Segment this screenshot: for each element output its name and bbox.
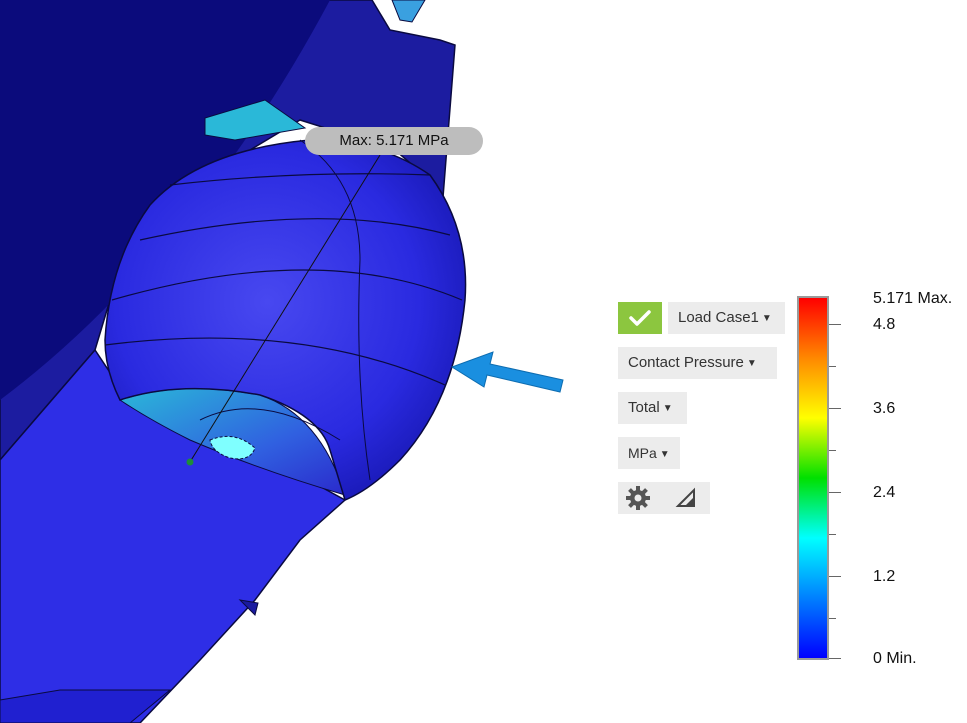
legend-tick (829, 408, 841, 409)
legend-tick (829, 618, 836, 619)
probe-tool-button[interactable] (670, 482, 702, 514)
load-direction-arrow (450, 351, 564, 393)
result-tools-strip (618, 482, 710, 514)
ball-seam-3 (111, 269, 463, 301)
legend-tick (829, 324, 841, 325)
load-case-dropdown[interactable]: Load Case1 ▼ (668, 302, 785, 334)
legend-tick-label: 2.4 (873, 484, 896, 501)
ball-seam-4 (104, 337, 446, 386)
ball-seam-2 (139, 218, 451, 241)
check-icon (629, 310, 651, 326)
result-type-dropdown[interactable]: Contact Pressure ▼ (618, 347, 777, 379)
units-dropdown[interactable]: MPa ▼ (618, 437, 680, 469)
ball-seam-6 (199, 408, 341, 441)
housing-top-fragment (391, 0, 426, 23)
component-dropdown[interactable]: Total ▼ (618, 392, 687, 424)
cup-top-rim (204, 99, 307, 141)
shaft-lower-edge (0, 689, 172, 723)
chevron-down-icon: ▼ (761, 313, 772, 324)
probe-point (186, 458, 194, 466)
component-label: Total (628, 399, 660, 416)
legend-tick (829, 534, 836, 535)
shaft-notch (238, 599, 259, 616)
legend-tick (829, 576, 841, 577)
ball-seam-5 (299, 139, 371, 481)
color-legend-bar (797, 296, 829, 660)
ball-seam-1 (169, 173, 431, 186)
load-case-label: Load Case1 (678, 309, 759, 326)
settings-button[interactable] (622, 482, 654, 514)
legend-max-label: 5.171 Max. (873, 290, 953, 307)
accept-result-button[interactable] (618, 302, 662, 334)
legend-tick-label: 4.8 (873, 316, 896, 333)
triangle-probe-icon (675, 487, 695, 507)
legend-tick-label: 1.2 (873, 568, 896, 585)
contact-patch (209, 435, 256, 460)
chevron-down-icon: ▼ (659, 449, 670, 460)
legend-tick (829, 366, 836, 367)
gear-icon (626, 486, 650, 510)
probe-leader-line (189, 154, 381, 463)
max-probe-label: Max: 5.171 MPa (305, 127, 483, 155)
legend-tick-label: 3.6 (873, 400, 896, 417)
legend-tick (829, 658, 841, 659)
legend-tick (829, 492, 841, 493)
chevron-down-icon: ▼ (746, 358, 757, 369)
chevron-down-icon: ▼ (662, 403, 673, 414)
result-type-label: Contact Pressure (628, 354, 744, 371)
units-label: MPa (628, 445, 657, 461)
legend-min-label: 0 Min. (873, 650, 917, 667)
legend-tick (829, 450, 836, 451)
